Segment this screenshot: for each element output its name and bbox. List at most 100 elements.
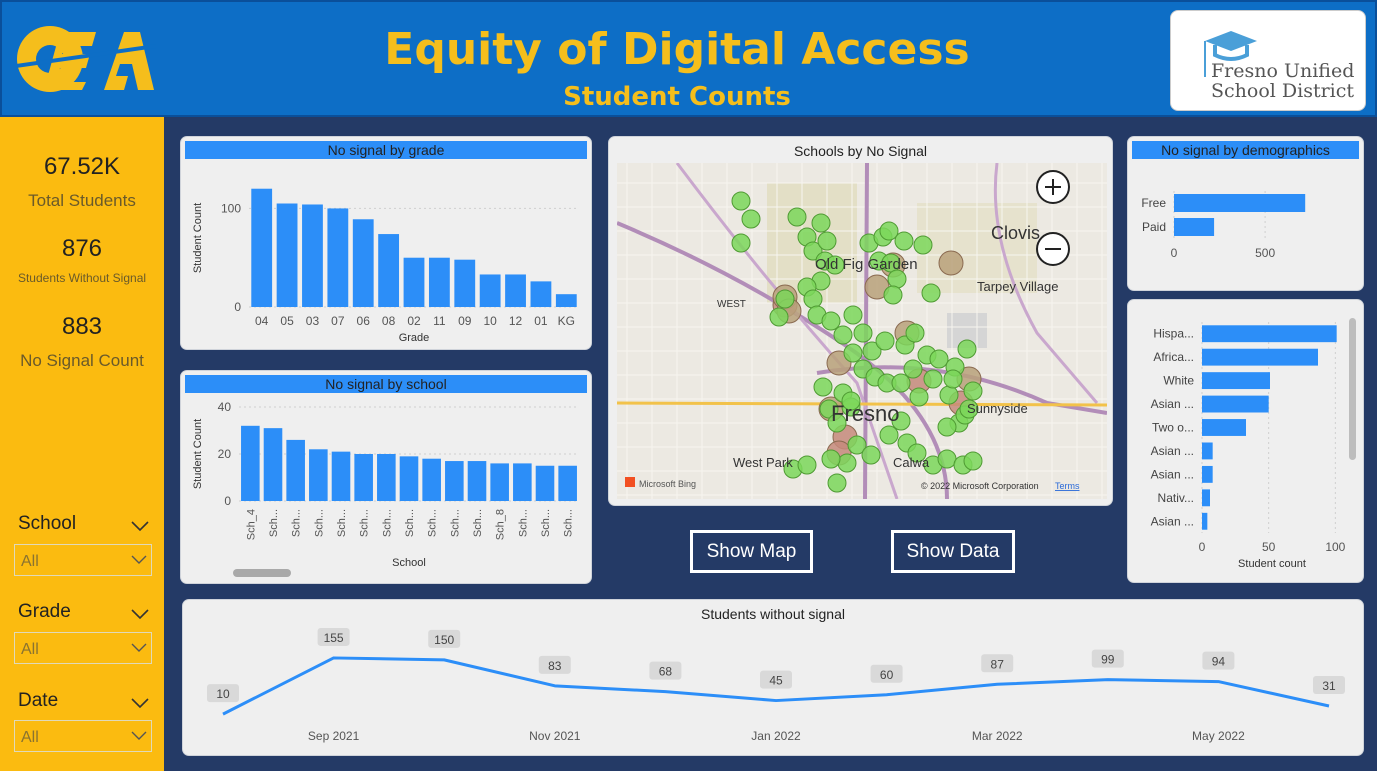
bar [399, 456, 419, 501]
school-bubble [731, 191, 751, 211]
data-label: 99 [1101, 653, 1115, 667]
school-bubble [811, 213, 831, 233]
school-bubble [903, 359, 923, 379]
chevron-down-icon[interactable] [130, 696, 150, 710]
show-data-button[interactable]: Show Data [891, 530, 1015, 573]
x-tick-label: May 2022 [1192, 729, 1245, 743]
school-bubble [921, 283, 941, 303]
x-axis-label: Student count [1238, 558, 1306, 570]
school-slicer-dropdown[interactable]: All [14, 544, 152, 576]
x-tick-label: 03 [306, 314, 320, 328]
school-bubble [847, 435, 867, 455]
bar [505, 274, 526, 307]
date-slicer-dropdown[interactable]: All [14, 720, 152, 752]
school-bubble [957, 339, 977, 359]
x-tick-label: 12 [509, 314, 523, 328]
demographics-bar-chart[interactable]: 0 500 Free Paid [1128, 137, 1363, 290]
school-bubble [883, 285, 903, 305]
x-tick-label: Sch... [427, 509, 439, 537]
page-title: Equity of Digital Access [384, 24, 970, 75]
school-bubble [913, 235, 933, 255]
school-chart-title: No signal by school [185, 375, 587, 393]
data-label: 87 [991, 657, 1005, 671]
y-tick-label: 0 [234, 300, 241, 314]
school-bubble [821, 311, 841, 331]
x-tick-label: Sch... [540, 509, 552, 537]
data-label-bg [428, 629, 461, 648]
chevron-down-icon[interactable] [130, 519, 150, 533]
data-label: 94 [1212, 655, 1226, 669]
bar [352, 219, 374, 307]
x-tick-label: Sch... [563, 509, 575, 537]
grade-slicer-dropdown[interactable]: All [14, 632, 152, 664]
chevron-down-icon[interactable] [130, 607, 150, 621]
map-place-label: West Park [733, 455, 793, 470]
zoom-out-button[interactable] [1036, 232, 1070, 266]
data-label-bg [538, 655, 571, 674]
school-bubble [937, 449, 957, 469]
bar [1202, 465, 1213, 483]
school-bubble [853, 323, 873, 343]
map-title: Schools by No Signal [793, 143, 928, 159]
no-signal-count-value: 883 [61, 313, 103, 340]
school-bubble [862, 341, 882, 361]
ethnicity-chart-card: 0 50 100 Hispa... Africa... White Asian ... Two… [1127, 299, 1364, 583]
data-label: 150 [434, 633, 454, 647]
y-tick-label: Africa... [1153, 350, 1194, 364]
data-label-bg [317, 627, 350, 646]
y-tick-label: Asian ... [1151, 444, 1194, 458]
data-label-bg [207, 684, 239, 703]
x-tick-label: 500 [1255, 246, 1275, 260]
terms-link[interactable]: Terms [1055, 481, 1080, 491]
show-map-button[interactable]: Show Map [690, 530, 813, 573]
bar [276, 203, 298, 307]
map-highway [993, 163, 1099, 404]
school-bubble [833, 325, 853, 345]
school-bubble [843, 305, 863, 325]
schools-map[interactable]: Clovis Old Fig Garden Tarpey Village WEST Fr… [617, 163, 1107, 499]
total-students-value: 67.52K [43, 153, 121, 180]
x-tick-label: 02 [407, 314, 421, 328]
x-tick-label: Sch... [517, 509, 529, 537]
vertical-scrollbar[interactable] [1349, 318, 1356, 460]
map-attribution: © 2022 Microsoft Corporation [921, 481, 1039, 491]
y-tick-label: Asian ... [1151, 514, 1194, 528]
school-bubble [841, 391, 861, 411]
graduation-cap-icon [1204, 31, 1257, 77]
horizontal-scrollbar[interactable] [233, 569, 291, 577]
district-name-line2: School District [1211, 80, 1355, 102]
district-logo: Fresno Unified School District [1170, 10, 1366, 111]
bar [251, 188, 273, 307]
grade-bar-chart[interactable]: 0 100 04 05 03 07 06 08 02 11 09 10 12 01 KG Grade Stude… [181, 137, 591, 349]
school-bubble [963, 451, 983, 471]
x-tick-label: Sch... [381, 509, 393, 537]
students-without-signal-value: 876 [61, 235, 103, 262]
school-bubble [943, 369, 963, 389]
x-tick-label: Sch... [449, 509, 461, 537]
y-tick-label: 40 [218, 400, 232, 414]
demographics-chart-title: No signal by demographics [1132, 141, 1359, 159]
x-tick-label: 10 [483, 314, 497, 328]
school-bar-chart[interactable]: 0 20 40 Sch_4 Sch... Sch... Sch... Sch... Sch...… [181, 371, 591, 583]
students-without-signal-label: Students Without Signal [17, 271, 147, 285]
data-label: 10 [216, 687, 230, 701]
ethnicity-bar-chart[interactable]: 0 50 100 Hispa... Africa... White Asian ... Two… [1128, 300, 1363, 582]
school-bubble [803, 289, 823, 309]
microsoft-bing-icon [625, 477, 635, 487]
demographics-chart-card: No signal by demographics 0 500 Free Paid [1127, 136, 1364, 291]
school-slicer-value: All [21, 553, 39, 570]
date-slicer-title: Date [18, 690, 59, 711]
x-tick-label: Mar 2022 [972, 729, 1023, 743]
x-tick-label: 0 [1199, 540, 1206, 554]
page-subtitle: Student Counts [563, 82, 791, 112]
school-bubble [939, 385, 959, 405]
x-tick-label: 09 [458, 314, 472, 328]
x-tick-label: 08 [382, 314, 396, 328]
zoom-in-button[interactable] [1036, 170, 1070, 204]
data-label-bg [1091, 649, 1124, 668]
bar [428, 257, 450, 307]
map-place-label: Fresno [831, 401, 899, 426]
y-tick-label: Hispa... [1153, 327, 1194, 341]
x-tick-label: KG [558, 314, 575, 328]
trend-line-chart[interactable]: 10 155 150 83 68 45 60 87 99 94 31 Sep 2021 Nov 2021… [183, 600, 1363, 755]
